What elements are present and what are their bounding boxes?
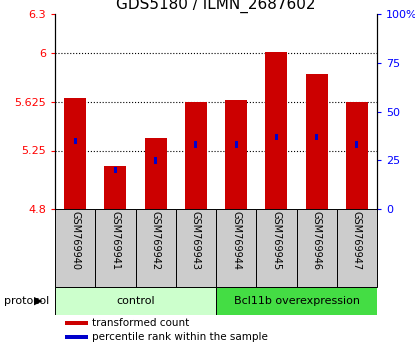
Bar (65, 321, 88, 325)
Bar (225, 101, 247, 209)
Bar (256, 209, 296, 287)
Bar (64, 98, 86, 209)
Bar (355, 141, 359, 148)
Bar (136, 209, 176, 287)
Bar (154, 157, 157, 164)
Text: percentile rank within the sample: percentile rank within the sample (92, 332, 268, 342)
Bar (216, 287, 377, 315)
Text: protocol: protocol (4, 296, 49, 306)
Bar (194, 141, 198, 148)
Bar (104, 166, 127, 209)
Text: GSM769945: GSM769945 (271, 211, 281, 270)
Text: control: control (116, 296, 155, 306)
Bar (65, 335, 88, 338)
Bar (265, 52, 288, 209)
Bar (275, 133, 278, 140)
Bar (234, 141, 238, 148)
Bar (144, 137, 167, 209)
Bar (114, 167, 117, 173)
Bar (55, 209, 95, 287)
Text: GSM769946: GSM769946 (312, 211, 322, 270)
Text: GSM769940: GSM769940 (70, 211, 80, 270)
Text: transformed count: transformed count (92, 318, 189, 328)
Bar (346, 102, 368, 209)
Bar (73, 137, 77, 144)
Text: Bcl11b overexpression: Bcl11b overexpression (234, 296, 359, 306)
Text: GSM769941: GSM769941 (110, 211, 120, 270)
Text: GSM769943: GSM769943 (191, 211, 201, 270)
Text: GSM769944: GSM769944 (231, 211, 241, 270)
Text: GSM769942: GSM769942 (151, 211, 161, 270)
Bar (337, 209, 377, 287)
Text: ▶: ▶ (34, 296, 43, 306)
Bar (176, 209, 216, 287)
Bar (95, 209, 136, 287)
Bar (185, 102, 207, 209)
Bar (305, 74, 328, 209)
Title: GDS5180 / ILMN_2687602: GDS5180 / ILMN_2687602 (116, 0, 316, 13)
Bar (216, 209, 256, 287)
Bar (55, 287, 216, 315)
Bar (315, 133, 318, 140)
Bar (296, 209, 337, 287)
Text: GSM769947: GSM769947 (352, 211, 362, 270)
